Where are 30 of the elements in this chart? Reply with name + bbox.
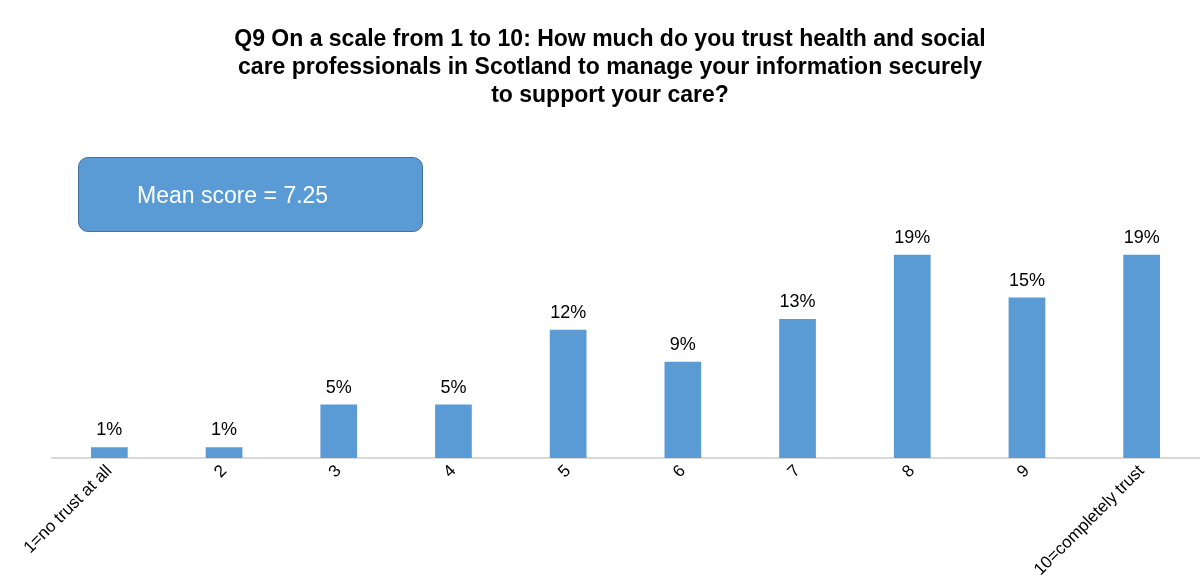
data-label: 15% xyxy=(1008,269,1045,290)
x-tick-label: 5 xyxy=(554,460,575,482)
data-label: 19% xyxy=(1123,226,1160,247)
x-tick-label: 6 xyxy=(668,460,689,482)
bar xyxy=(664,361,702,459)
data-label: 13% xyxy=(779,290,816,311)
data-label: 5% xyxy=(325,376,352,397)
bar xyxy=(320,404,358,459)
data-label: 1% xyxy=(96,419,123,440)
x-tick-label: 2 xyxy=(210,460,231,482)
x-tick-label: 4 xyxy=(439,460,460,482)
data-label: 9% xyxy=(669,333,696,354)
bar xyxy=(1008,297,1046,459)
data-label: 12% xyxy=(550,301,587,322)
text: Mean score = 7.25 xyxy=(78,157,423,232)
data-label: 19% xyxy=(894,226,931,247)
x-tick-label: 8 xyxy=(898,460,919,482)
bar xyxy=(205,447,243,459)
bar xyxy=(91,447,128,459)
data-label: 5% xyxy=(440,376,467,397)
x-tick-label: 7 xyxy=(783,460,804,482)
bar xyxy=(779,319,816,459)
data-label: 1% xyxy=(211,419,238,440)
bar xyxy=(549,329,587,459)
bar xyxy=(893,254,931,459)
x-tick-label: 9 xyxy=(1012,460,1034,482)
bar xyxy=(435,404,472,459)
chart-title: Q9 On a scale from 1 to 10: How much do you trust health and social care professionals in Scotland to manage your information securely to support your care? xyxy=(233,24,987,108)
bar xyxy=(1123,254,1160,459)
x-tick-label: 3 xyxy=(324,460,345,482)
